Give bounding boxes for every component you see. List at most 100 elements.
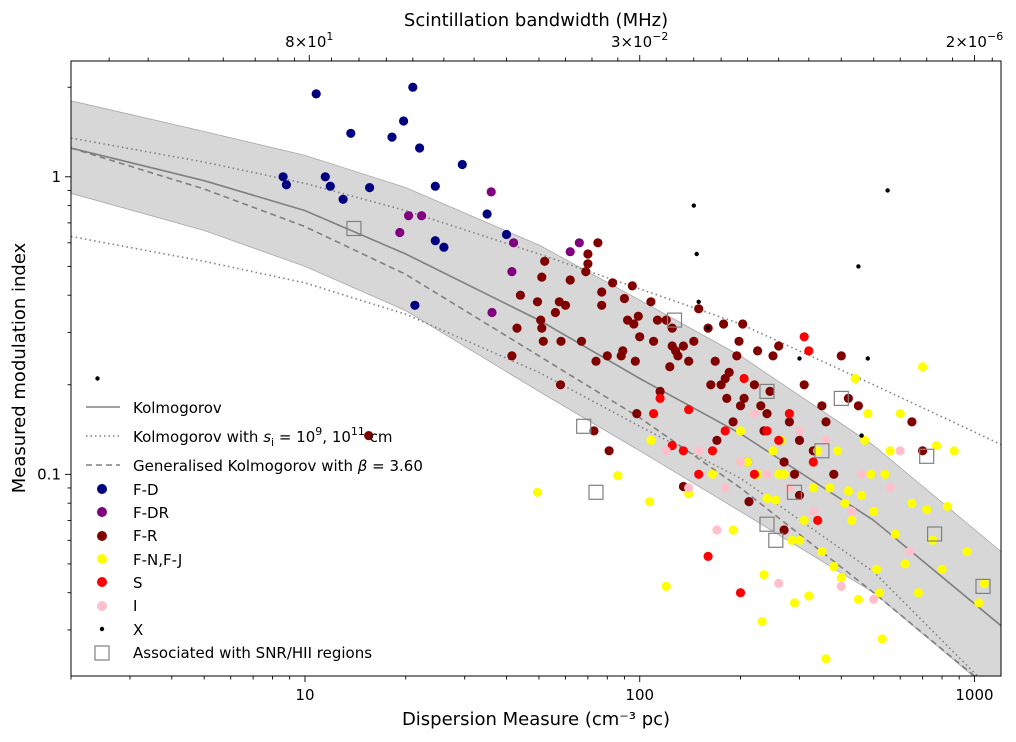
point-f-n-f-j	[743, 457, 753, 467]
point-f-r	[756, 401, 766, 411]
point-f-d	[311, 89, 321, 99]
point-f-r	[507, 351, 517, 361]
point-f-r	[719, 319, 729, 329]
point-f-r	[739, 393, 749, 403]
point-f-n-f-j	[942, 501, 953, 511]
point-f-r	[794, 490, 805, 500]
point-f-d	[415, 143, 425, 153]
point-f-dr	[574, 238, 584, 248]
point-i	[774, 578, 784, 589]
legend-marker-x	[99, 626, 105, 632]
point-f-r	[629, 319, 639, 329]
point-s	[707, 446, 718, 456]
point-f-n-f-j	[869, 506, 879, 517]
legend-label-fr: F-R	[133, 527, 157, 545]
point-f-n-f-j	[850, 373, 860, 384]
legend-marker-s	[97, 577, 107, 587]
point-f-n-f-j	[787, 535, 797, 545]
point-associated-with-snr-hii-regions	[833, 390, 849, 406]
curve-generalised-kolmogorov	[71, 147, 976, 676]
point-f-r	[907, 417, 917, 427]
point-s	[678, 446, 689, 456]
point-f-r	[768, 351, 778, 361]
point-s	[720, 426, 730, 436]
point-f-r	[836, 351, 846, 361]
point-f-r	[591, 356, 601, 366]
point-f-dr	[507, 267, 517, 277]
point-f-dr	[417, 211, 427, 221]
data-points	[95, 82, 991, 664]
point-f-r	[608, 278, 618, 288]
point-f-r	[646, 297, 656, 307]
point-f-n-f-j	[918, 362, 928, 372]
point-f-r	[597, 300, 607, 310]
point-i	[735, 457, 746, 467]
point-f-dr	[486, 187, 496, 197]
point-x	[885, 188, 890, 193]
legend-marker-i	[97, 601, 107, 611]
point-f-r	[593, 238, 603, 248]
point-x	[797, 356, 802, 361]
point-f-r	[661, 315, 671, 325]
point-f-r	[560, 300, 571, 310]
legend-marker-snr	[94, 645, 110, 661]
point-x	[694, 251, 699, 257]
point-f-n-f-j	[880, 469, 890, 479]
point-x	[865, 356, 870, 361]
point-i	[885, 483, 895, 493]
point-f-r	[732, 351, 742, 361]
point-f-r	[749, 380, 760, 390]
point-f-n-f-j	[931, 440, 942, 451]
point-f-n-f-j	[890, 529, 900, 539]
point-i	[821, 435, 831, 445]
point-associated-with-snr-hii-regions	[576, 418, 592, 434]
point-f-r	[665, 362, 675, 372]
point-f-r	[618, 346, 628, 356]
point-f-r	[774, 341, 784, 351]
point-f-r	[556, 336, 566, 346]
point-f-r	[635, 332, 645, 342]
point-f-n-f-j	[843, 486, 854, 496]
point-s	[808, 457, 818, 467]
point-f-d	[320, 172, 330, 182]
point-f-n-f-j	[866, 469, 876, 479]
point-s	[749, 469, 760, 479]
point-f-d	[501, 229, 512, 240]
point-f-r	[694, 304, 704, 314]
legend-label-s: S	[133, 574, 143, 592]
point-f-r	[684, 356, 694, 366]
point-f-n-f-j	[949, 446, 959, 456]
point-f-dr	[395, 227, 405, 238]
point-f-d	[365, 183, 375, 193]
point-f-n-f-j	[979, 578, 989, 589]
point-i	[895, 446, 905, 456]
legend-label-generalised: Generalised Kolmogorov with β = 3.60	[133, 457, 423, 475]
y-tick-label: 0.1	[37, 465, 61, 483]
point-f-n-f-j	[836, 572, 846, 583]
point-associated-with-snr-hii-regions	[919, 448, 935, 464]
point-f-r	[364, 431, 374, 441]
point-f-d	[439, 242, 449, 252]
point-f-r	[744, 497, 754, 507]
point-f-n-f-j	[779, 469, 789, 479]
point-f-d	[278, 172, 288, 182]
point-x	[856, 264, 861, 269]
point-f-r	[538, 336, 548, 346]
point-associated-with-snr-hii-regions	[759, 516, 775, 532]
legend-marker-fn-fj	[97, 554, 107, 564]
point-f-r	[619, 293, 630, 304]
point-f-d	[410, 300, 420, 310]
point-f-d	[430, 181, 440, 191]
point-f-d	[325, 181, 335, 191]
point-i	[869, 594, 879, 605]
point-i	[808, 506, 818, 517]
point-f-n-f-j	[804, 591, 814, 601]
point-s	[735, 588, 746, 598]
point-f-n-f-j	[771, 495, 781, 505]
point-f-n-f-j	[857, 490, 867, 500]
point-s	[684, 405, 694, 415]
point-f-r	[735, 401, 746, 411]
legend-label-kolmogorov: Kolmogorov	[133, 399, 222, 417]
legend-label-i: I	[133, 597, 137, 615]
